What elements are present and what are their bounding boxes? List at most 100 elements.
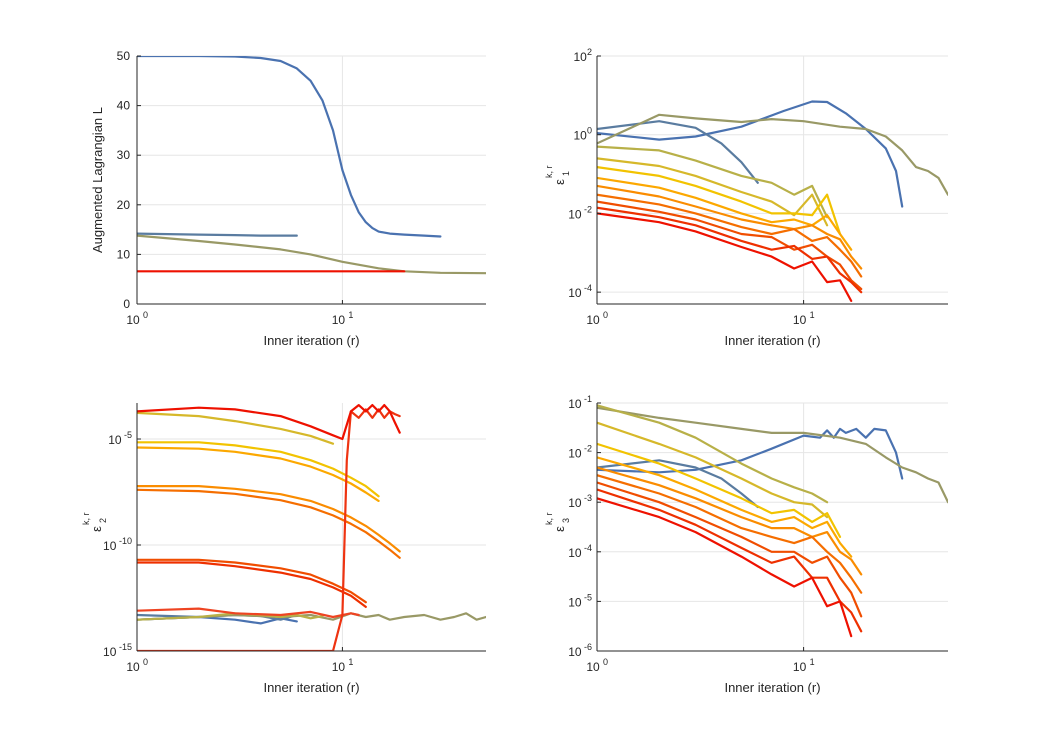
y-axis-label-superscript: k, r [81,512,91,525]
series-red [137,404,401,441]
y-tick-exponent: -1 [584,394,592,404]
series-scarlet [597,488,863,633]
y-tick-label: 40 [117,99,131,113]
y-axis-label: ε [552,179,567,185]
x-tick-label: 10 [332,313,346,327]
y-tick-exponent: -6 [584,642,592,652]
y-tick-label: 10 [568,546,582,560]
series-group [597,404,948,638]
x-tick-exponent: 0 [603,310,608,320]
x-tick-label: 10 [126,660,140,674]
x-tick-exponent: 1 [810,310,815,320]
x-tick-label: 10 [586,660,600,674]
series-khaki [597,145,829,219]
series-olive [597,113,948,196]
series-mustard [597,421,829,519]
y-tick-exponent: -10 [119,536,132,546]
y-axis-label-superscript: k, r [544,512,554,525]
series-slate [597,459,759,509]
y-tick-label: 10 [117,247,131,261]
y-tick-exponent: -4 [584,283,592,293]
x-tick-exponent: 1 [348,310,353,320]
series-yellow [137,441,380,498]
y-tick-label: 10 [568,595,582,609]
y-tick-label: 10 [568,397,582,411]
x-tick-label: 10 [126,313,140,327]
series-pale-red [137,607,360,619]
series-dark-orange [597,474,863,594]
y-tick-label: 10 [568,286,582,300]
series-group [137,404,486,651]
series-yellow [597,442,842,539]
y-tick-label: 10 [568,447,582,461]
y-axis-label: ε [552,526,567,532]
series-slate [137,232,298,237]
x-tick-exponent: 1 [348,657,353,667]
y-axis-label-subscript: 3 [561,518,571,523]
x-tick-exponent: 0 [603,657,608,667]
series-mustard [137,411,335,445]
series-mustard [597,157,829,227]
y-tick-exponent: -15 [119,642,132,652]
x-tick-exponent: 0 [143,310,148,320]
y-tick-exponent: 2 [587,47,592,57]
series-red-orange [137,558,367,604]
series-olive [137,234,486,275]
series-blue [597,100,904,208]
y-axis-label-group: εk, r 1 [544,165,571,184]
y-axis-label-group: Augmented Lagrangian L [90,107,105,253]
y-tick-exponent: 0 [587,126,592,136]
y-tick-exponent: -2 [584,444,592,454]
series-red [597,212,853,302]
y-tick-label: 10 [103,645,117,659]
x-tick-label: 10 [586,313,600,327]
y-axis-label-group: εk, r 2 [81,512,108,531]
series-blue [137,56,442,238]
series-red-orange [597,200,863,291]
y-tick-label: 30 [117,148,131,162]
x-axis-label: Inner iteration (r) [724,333,820,348]
y-axis-label-superscript: k, r [544,165,554,178]
x-tick-label: 10 [793,660,807,674]
series-orange [137,485,401,553]
y-tick-exponent: -5 [584,592,592,602]
y-tick-label: 10 [568,496,582,510]
y-axis-label-subscript: 2 [98,518,108,523]
y-tick-label: 10 [108,433,122,447]
series-group [137,56,486,275]
series-yellow [597,166,842,236]
y-tick-exponent: -4 [584,543,592,553]
y-tick-label: 10 [573,50,587,64]
y-tick-label: 20 [117,198,131,212]
y-tick-exponent: -2 [584,204,592,214]
series-khaki [137,612,324,621]
y-tick-label: 10 [573,129,587,143]
x-tick-label: 10 [332,660,346,674]
series-amber [137,446,380,502]
y-tick-exponent: -5 [124,430,132,440]
series-slate [597,120,759,184]
series-amber [597,456,853,558]
series-scarlet [597,206,863,294]
series-dark-orange [597,193,863,278]
series-dark-orange [137,488,401,559]
x-axis-label: Inner iteration (r) [263,333,359,348]
series-group [597,100,948,302]
y-axis-label-group: εk, r 3 [544,512,571,531]
series-khaki [597,404,829,504]
series-scarlet [137,561,367,609]
series-red-orange [597,481,863,618]
y-tick-label: 0 [123,297,130,311]
y-tick-label: 10 [568,207,582,221]
y-axis-label-subscript: 1 [561,171,571,176]
y-tick-label: 50 [117,49,131,63]
series-amber [597,176,853,251]
series-orange [597,466,863,576]
y-tick-label: 10 [103,539,117,553]
x-axis-label: Inner iteration (r) [263,680,359,695]
series-olive [597,406,948,504]
